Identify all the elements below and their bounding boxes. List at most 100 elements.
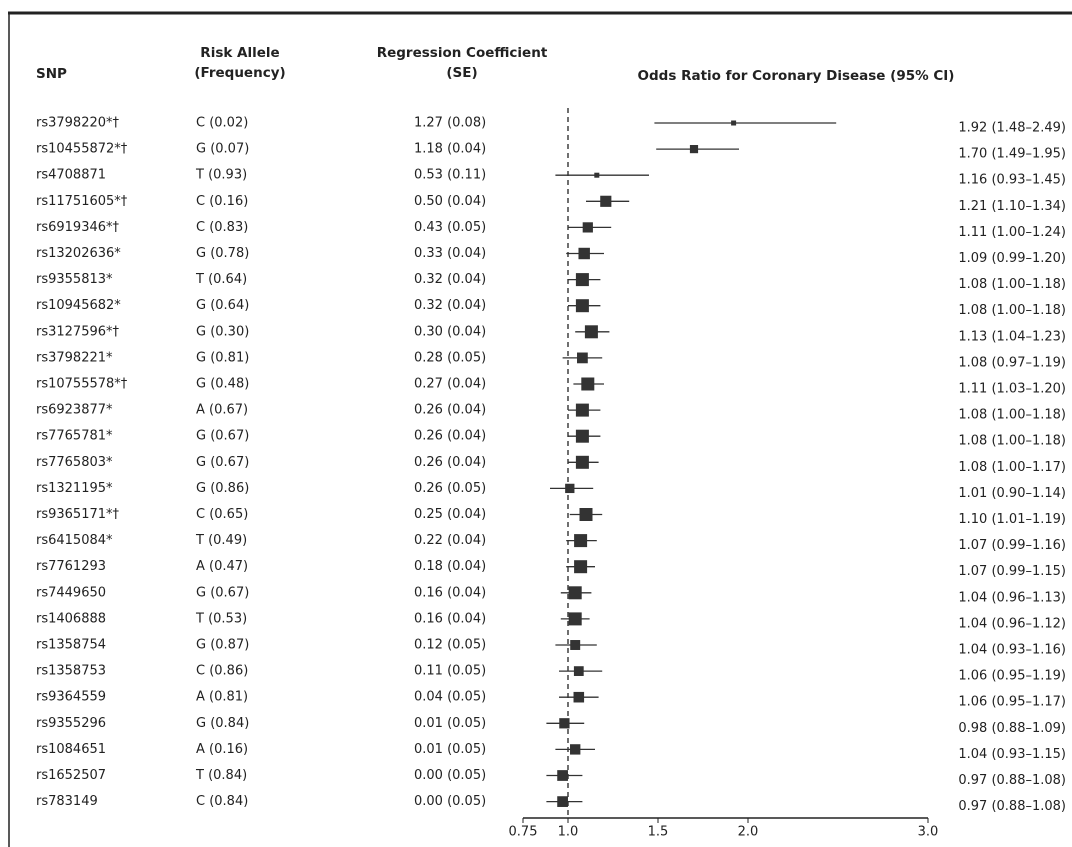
snp-label: rs10755578*† [36,377,128,392]
allele-label: C (0.02) [196,116,248,131]
coef-label: 0.30 (0.04) [414,324,486,339]
snp-label: rs7761293 [36,559,106,574]
value-label: 1.08 (1.00–1.18) [958,434,1066,449]
allele-label: C (0.86) [196,664,248,679]
point-estimate [600,195,612,207]
point-estimate [568,612,582,626]
value-label: 1.04 (0.93–1.16) [958,643,1066,658]
coef-label: 0.26 (0.05) [414,481,486,496]
point-estimate [574,560,588,574]
x-tick-label: 1.0 [558,825,579,840]
coef-label: 0.26 (0.04) [414,455,486,470]
coef-label: 0.01 (0.05) [414,716,486,731]
value-label: 1.08 (0.97–1.19) [958,355,1066,370]
coef-label: 0.50 (0.04) [414,194,486,209]
snp-label: rs3798221* [36,350,113,365]
snp-label: rs3798220*† [36,116,120,131]
value-label: 1.08 (1.00–1.18) [958,408,1066,423]
point-estimate [577,352,588,364]
allele-label: A (0.47) [196,559,248,574]
coef-label: 0.27 (0.04) [414,377,486,392]
value-label: 1.09 (0.99–1.20) [958,251,1066,266]
coef-label: 1.27 (0.08) [414,116,486,131]
snp-label: rs7765781* [36,429,113,444]
point-estimate [568,586,582,600]
coef-header: (SE) [446,65,477,81]
snp-label: rs1358753 [36,664,106,679]
allele-label: G (0.07) [196,142,249,157]
point-estimate [575,429,589,443]
value-label: 1.21 (1.10–1.34) [958,199,1066,214]
x-tick-label: 3.0 [918,825,939,840]
point-estimate [575,403,589,417]
value-label: 1.06 (0.95–1.19) [958,669,1066,684]
point-estimate [559,718,570,729]
value-label: 1.92 (1.48–2.49) [958,121,1066,136]
coef-label: 0.18 (0.04) [414,559,486,574]
coef-label: 1.18 (0.04) [414,142,486,157]
allele-label: A (0.81) [196,690,248,705]
snp-label: rs7449650 [36,585,106,600]
snp-label: rs1084651 [36,742,106,757]
allele-label: G (0.78) [196,246,249,261]
coef-label: 0.43 (0.05) [414,220,486,235]
allele-label: G (0.64) [196,298,249,313]
coef-label: 0.53 (0.11) [414,168,486,183]
snp-label: rs11751605*† [36,194,128,209]
allele-header: Risk Allele [200,45,279,61]
allele-label: G (0.67) [196,429,249,444]
allele-label: G (0.87) [196,638,249,653]
point-estimate [578,247,590,260]
value-label: 1.08 (1.00–1.18) [958,277,1066,292]
point-estimate [689,145,699,154]
value-label: 1.07 (0.99–1.16) [958,538,1066,553]
value-label: 1.13 (1.04–1.23) [958,329,1066,344]
snp-label: rs783149 [36,794,98,809]
value-label: 1.06 (0.95–1.17) [958,695,1066,710]
coef-label: 0.26 (0.04) [414,429,486,444]
allele-label: T (0.93) [195,168,247,183]
point-estimate [584,325,598,339]
snp-label: rs13202636* [36,246,121,261]
allele-label: A (0.16) [196,742,248,757]
value-label: 1.70 (1.49–1.95) [958,147,1066,162]
point-estimate [594,172,600,178]
snp-label: rs9355813* [36,272,113,287]
snp-label: rs4708871 [36,168,106,183]
snp-label: rs3127596*† [36,324,120,339]
value-label: 1.08 (1.00–1.18) [958,303,1066,318]
snp-label: rs1321195* [36,481,113,496]
coef-label: 0.01 (0.05) [414,742,486,757]
point-estimate [570,640,581,650]
snp-label: rs10455872*† [36,142,128,157]
point-estimate [579,508,593,521]
coef-label: 0.25 (0.04) [414,507,486,522]
value-label: 1.01 (0.90–1.14) [958,486,1066,501]
allele-label: G (0.67) [196,585,249,600]
coef-label: 0.32 (0.04) [414,272,486,287]
coef-label: 0.12 (0.05) [414,638,486,653]
value-label: 1.04 (0.96–1.12) [958,616,1066,631]
coef-label: 0.33 (0.04) [414,246,486,261]
value-label: 0.98 (0.88–1.09) [958,721,1066,736]
coef-label: 0.04 (0.05) [414,690,486,705]
allele-label: T (0.64) [195,272,247,287]
point-estimate [565,483,575,494]
allele-label: T (0.84) [195,768,247,783]
coef-label: 0.16 (0.04) [414,585,486,600]
point-estimate [574,534,588,548]
snp-label: rs6415084* [36,533,113,548]
allele-label: G (0.48) [196,377,249,392]
snp-label: rs10945682* [36,298,121,313]
value-label: 1.11 (1.03–1.20) [958,382,1066,397]
point-estimate [575,455,589,469]
coef-label: 0.32 (0.04) [414,298,486,313]
coef-label: 0.28 (0.05) [414,350,486,365]
x-tick-label: 2.0 [738,825,759,840]
snp-label: rs7765803* [36,455,113,470]
value-label: 1.07 (0.99–1.15) [958,564,1066,579]
point-estimate [573,666,584,676]
coef-label: 0.11 (0.05) [414,664,486,679]
x-tick-label: 0.75 [509,825,538,840]
